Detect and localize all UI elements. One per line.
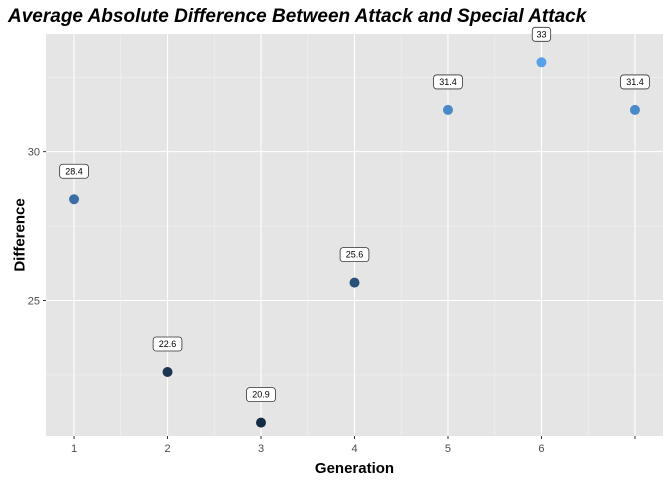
data-label-box (531, 26, 552, 42)
data-label-text: 25.6 (346, 250, 364, 260)
data-point (536, 57, 547, 68)
data-label-text: 31.4 (439, 77, 457, 87)
grid-lines (46, 34, 663, 436)
data-labels: 28.4 22.6 20.9 25.6 31.4 33 31.4 (59, 26, 650, 403)
y-axis-title: Difference (11, 198, 28, 271)
axes: 25 30 1 2 3 4 5 6 (28, 147, 636, 455)
data-label-text: 22.6 (159, 339, 177, 349)
data-point (442, 104, 453, 115)
data-label: 22.6 (152, 336, 183, 352)
x-tick-label: 6 (538, 443, 544, 455)
y-tick-label: 30 (28, 147, 40, 159)
data-points (69, 57, 640, 428)
data-label-box (433, 74, 463, 90)
data-point (69, 194, 80, 205)
data-label-text: 20.9 (252, 390, 270, 400)
data-label: 25.6 (339, 247, 370, 263)
x-tick-label: 5 (445, 443, 451, 455)
data-label-box (152, 336, 183, 352)
x-axis-title: Generation (315, 460, 394, 477)
data-point (256, 417, 267, 428)
data-label-box (339, 247, 370, 263)
data-label-text: 33 (536, 29, 546, 39)
data-label-text: 31.4 (626, 77, 644, 87)
data-label-box (620, 74, 650, 90)
data-label-box (246, 387, 276, 403)
data-point (349, 277, 360, 288)
x-tick-label: 2 (164, 443, 170, 455)
x-tick-label: 1 (71, 443, 77, 455)
data-label: 31.4 (620, 74, 650, 90)
data-label: 33 (531, 26, 552, 42)
y-tick-label: 25 (28, 296, 40, 308)
data-point (162, 366, 173, 377)
data-point (629, 104, 640, 115)
x-tick-label: 3 (258, 443, 264, 455)
data-label: 20.9 (246, 387, 276, 403)
data-label-text: 28.4 (65, 166, 83, 176)
x-tick-label: 4 (351, 443, 357, 455)
data-label: 31.4 (433, 74, 463, 90)
chart-title: Average Absolute Difference Between Atta… (7, 6, 588, 27)
data-label-box (59, 163, 89, 179)
data-label: 28.4 (59, 163, 89, 179)
